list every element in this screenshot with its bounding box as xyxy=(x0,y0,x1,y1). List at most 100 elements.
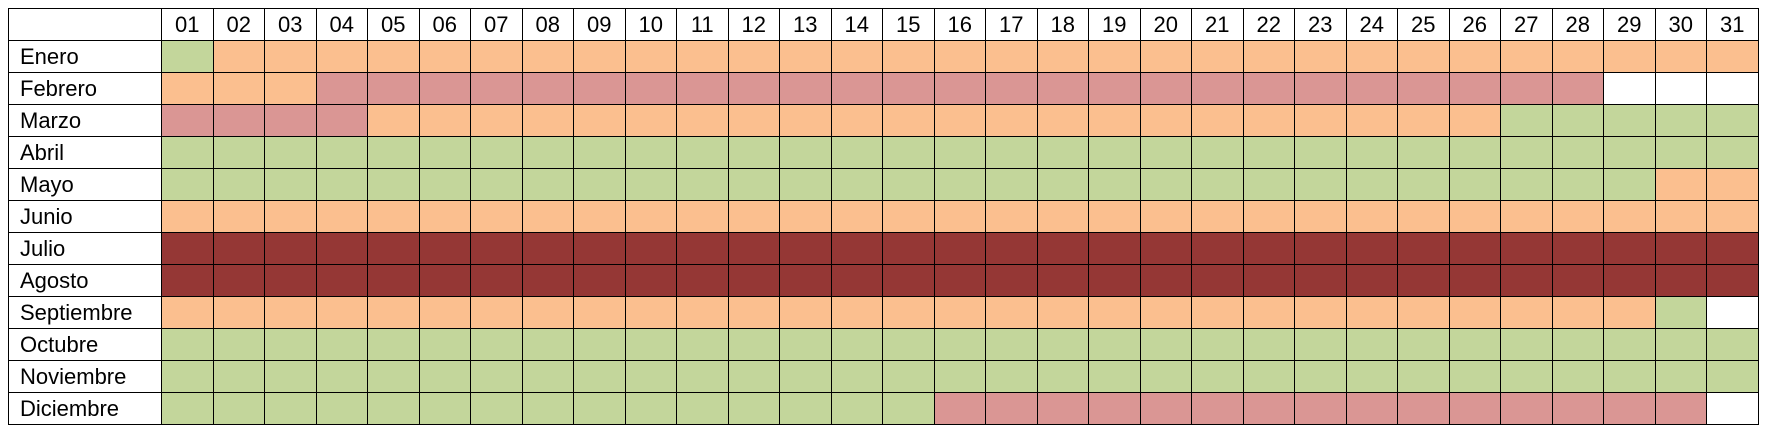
day-cell xyxy=(1088,200,1141,233)
day-cell xyxy=(1345,360,1398,393)
day-cell xyxy=(161,72,214,105)
day-cell xyxy=(676,136,729,169)
day-cell xyxy=(1500,264,1553,297)
day-header-18: 18 xyxy=(1036,8,1089,41)
day-cell xyxy=(1706,136,1759,169)
day-cell xyxy=(1088,40,1141,73)
month-row-octubre: Octubre xyxy=(8,328,1759,361)
day-cell xyxy=(1448,200,1501,233)
day-cell xyxy=(418,168,471,201)
day-cell xyxy=(161,264,214,297)
day-cell xyxy=(727,40,780,73)
day-header-14: 14 xyxy=(830,8,883,41)
calendar-body: Enero Febrero Marzo Abril Mayo Junio Julio Agos… xyxy=(8,40,1759,425)
day-cell xyxy=(779,232,832,265)
day-cell xyxy=(521,392,574,425)
day-cell xyxy=(573,360,626,393)
day-cell xyxy=(1654,104,1707,137)
month-label: Septiembre xyxy=(8,296,162,329)
day-cell xyxy=(1242,232,1295,265)
day-cell xyxy=(212,136,265,169)
day-cell xyxy=(624,104,677,137)
day-cell xyxy=(624,264,677,297)
day-cell xyxy=(367,392,420,425)
day-cell xyxy=(1551,392,1604,425)
day-cell xyxy=(367,136,420,169)
day-cell xyxy=(212,360,265,393)
day-cell xyxy=(315,72,368,105)
day-cell xyxy=(1036,232,1089,265)
day-cell xyxy=(779,296,832,329)
calendar-table: 01 02 03 04 05 06 07 08 09 10 11 12 13 14 15 16 17 18 19 20… xyxy=(8,8,1759,425)
day-cell xyxy=(418,104,471,137)
day-cell xyxy=(1088,168,1141,201)
day-cell xyxy=(1191,328,1244,361)
day-cell xyxy=(1139,72,1192,105)
day-header-21: 21 xyxy=(1191,8,1244,41)
day-cell xyxy=(1191,104,1244,137)
day-header-29: 29 xyxy=(1603,8,1656,41)
day-cell xyxy=(985,264,1038,297)
day-header-03: 03 xyxy=(264,8,317,41)
day-cell xyxy=(1036,392,1089,425)
day-cell xyxy=(521,232,574,265)
day-cell xyxy=(470,360,523,393)
day-cell xyxy=(1294,328,1347,361)
day-cell xyxy=(1448,232,1501,265)
day-cell xyxy=(1448,392,1501,425)
day-cell xyxy=(779,104,832,137)
month-label: Octubre xyxy=(8,328,162,361)
day-cell xyxy=(161,40,214,73)
month-label: Junio xyxy=(8,200,162,233)
day-cell xyxy=(418,136,471,169)
day-cell xyxy=(1139,40,1192,73)
day-cell xyxy=(1036,40,1089,73)
day-header-28: 28 xyxy=(1551,8,1604,41)
day-cell xyxy=(1654,296,1707,329)
day-cell xyxy=(985,72,1038,105)
day-cell xyxy=(985,40,1038,73)
day-cell xyxy=(1088,392,1141,425)
day-cell xyxy=(367,72,420,105)
day-cell xyxy=(933,72,986,105)
day-cell xyxy=(1397,168,1450,201)
day-cell xyxy=(1448,264,1501,297)
day-cell xyxy=(470,264,523,297)
day-cell xyxy=(882,232,935,265)
day-cell xyxy=(1345,168,1398,201)
day-cell xyxy=(315,328,368,361)
day-cell xyxy=(1500,104,1553,137)
day-cell xyxy=(1088,296,1141,329)
day-cell xyxy=(1603,392,1656,425)
day-header-05: 05 xyxy=(367,8,420,41)
day-cell xyxy=(933,232,986,265)
day-cell xyxy=(161,136,214,169)
day-cell xyxy=(624,72,677,105)
day-cell xyxy=(1500,72,1553,105)
day-header-01: 01 xyxy=(161,8,214,41)
day-cell xyxy=(470,328,523,361)
day-cell xyxy=(264,232,317,265)
day-cell xyxy=(1551,104,1604,137)
day-cell xyxy=(779,328,832,361)
day-cell xyxy=(573,72,626,105)
month-label: Abril xyxy=(8,136,162,169)
day-cell xyxy=(1551,40,1604,73)
day-cell xyxy=(985,104,1038,137)
day-cell xyxy=(367,360,420,393)
day-cell xyxy=(264,296,317,329)
day-cell xyxy=(727,136,780,169)
day-cell xyxy=(161,360,214,393)
day-cell xyxy=(1448,72,1501,105)
day-cell xyxy=(1603,200,1656,233)
day-cell xyxy=(1139,136,1192,169)
day-cell xyxy=(418,328,471,361)
day-cell xyxy=(212,264,265,297)
day-cell xyxy=(830,72,883,105)
day-cell xyxy=(1706,328,1759,361)
day-cell xyxy=(573,264,626,297)
month-row-febrero: Febrero xyxy=(8,72,1759,105)
day-cell xyxy=(367,168,420,201)
day-cell xyxy=(830,168,883,201)
day-header-02: 02 xyxy=(212,8,265,41)
